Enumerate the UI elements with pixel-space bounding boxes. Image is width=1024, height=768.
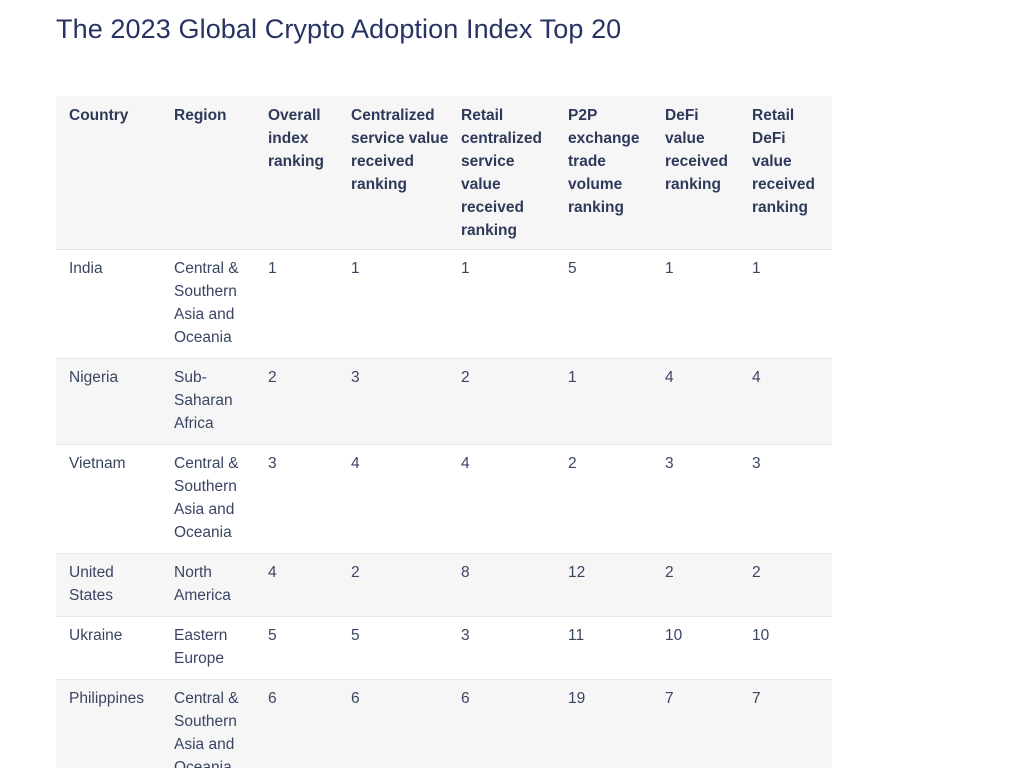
column-header-region: Region — [168, 96, 262, 250]
cell-overall-ranking: 2 — [262, 358, 345, 445]
cell-centralized-ranking: 6 — [345, 679, 455, 768]
cell-p2p-ranking: 12 — [562, 553, 659, 617]
cell-retail-defi-ranking: 1 — [746, 249, 832, 359]
cell-retail-centralized-ranking: 2 — [455, 358, 562, 445]
cell-defi-ranking: 4 — [659, 358, 746, 445]
table-row: India Central & Southern Asia and Oceani… — [56, 249, 832, 359]
column-header-retail-centralized-ranking: Retail centralized service value receive… — [455, 96, 562, 250]
cell-region: Central & Southern Asia and Oceania — [168, 444, 262, 554]
cell-retail-defi-ranking: 7 — [746, 679, 832, 768]
cell-country: Philippines — [56, 679, 168, 768]
column-header-country: Country — [56, 96, 168, 250]
column-header-defi-ranking: DeFi value received ranking — [659, 96, 746, 250]
cell-country: United States — [56, 553, 168, 617]
cell-overall-ranking: 6 — [262, 679, 345, 768]
cell-defi-ranking: 10 — [659, 616, 746, 680]
cell-centralized-ranking: 5 — [345, 616, 455, 680]
cell-retail-defi-ranking: 3 — [746, 444, 832, 554]
cell-defi-ranking: 2 — [659, 553, 746, 617]
cell-region: Central & Southern Asia and Oceania — [168, 249, 262, 359]
cell-retail-centralized-ranking: 8 — [455, 553, 562, 617]
table-header: Country Region Overall index ranking Cen… — [56, 96, 832, 250]
cell-p2p-ranking: 1 — [562, 358, 659, 445]
cell-overall-ranking: 5 — [262, 616, 345, 680]
cell-country: India — [56, 249, 168, 359]
cell-region: North America — [168, 553, 262, 617]
cell-retail-centralized-ranking: 6 — [455, 679, 562, 768]
cell-region: Central & Southern Asia and Oceania — [168, 679, 262, 768]
cell-country: Ukraine — [56, 616, 168, 680]
cell-defi-ranking: 1 — [659, 249, 746, 359]
table-row: Nigeria Sub-Saharan Africa 2 3 2 1 4 4 — [56, 358, 832, 445]
table-row: Philippines Central & Southern Asia and … — [56, 679, 832, 768]
cell-retail-centralized-ranking: 3 — [455, 616, 562, 680]
cell-retail-defi-ranking: 10 — [746, 616, 832, 680]
column-header-retail-defi-ranking: Retail DeFi value received ranking — [746, 96, 832, 250]
cell-defi-ranking: 7 — [659, 679, 746, 768]
cell-region: Eastern Europe — [168, 616, 262, 680]
cell-p2p-ranking: 19 — [562, 679, 659, 768]
column-header-centralized-ranking: Centralized service value received ranki… — [345, 96, 455, 250]
cell-centralized-ranking: 4 — [345, 444, 455, 554]
cell-country: Nigeria — [56, 358, 168, 445]
cell-p2p-ranking: 11 — [562, 616, 659, 680]
table-row: Vietnam Central & Southern Asia and Ocea… — [56, 444, 832, 554]
column-header-p2p-ranking: P2P exchange trade volume ranking — [562, 96, 659, 250]
cell-defi-ranking: 3 — [659, 444, 746, 554]
adoption-index-table: Country Region Overall index ranking Cen… — [56, 96, 832, 768]
table-body: India Central & Southern Asia and Oceani… — [56, 249, 832, 768]
cell-p2p-ranking: 5 — [562, 249, 659, 359]
adoption-index-table-container: Country Region Overall index ranking Cen… — [56, 96, 832, 768]
cell-centralized-ranking: 2 — [345, 553, 455, 617]
cell-overall-ranking: 4 — [262, 553, 345, 617]
cell-p2p-ranking: 2 — [562, 444, 659, 554]
column-header-overall-ranking: Overall index ranking — [262, 96, 345, 250]
cell-centralized-ranking: 3 — [345, 358, 455, 445]
cell-overall-ranking: 3 — [262, 444, 345, 554]
cell-retail-centralized-ranking: 1 — [455, 249, 562, 359]
page-title: The 2023 Global Crypto Adoption Index To… — [56, 14, 622, 44]
cell-retail-defi-ranking: 2 — [746, 553, 832, 617]
table-row: United States North America 4 2 8 12 2 2 — [56, 553, 832, 617]
cell-overall-ranking: 1 — [262, 249, 345, 359]
cell-retail-centralized-ranking: 4 — [455, 444, 562, 554]
cell-region: Sub-Saharan Africa — [168, 358, 262, 445]
table-row: Ukraine Eastern Europe 5 5 3 11 10 10 — [56, 616, 832, 680]
cell-country: Vietnam — [56, 444, 168, 554]
table-header-row: Country Region Overall index ranking Cen… — [56, 96, 832, 250]
cell-retail-defi-ranking: 4 — [746, 358, 832, 445]
cell-centralized-ranking: 1 — [345, 249, 455, 359]
